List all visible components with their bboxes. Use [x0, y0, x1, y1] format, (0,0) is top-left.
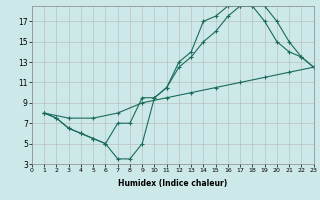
- X-axis label: Humidex (Indice chaleur): Humidex (Indice chaleur): [118, 179, 228, 188]
